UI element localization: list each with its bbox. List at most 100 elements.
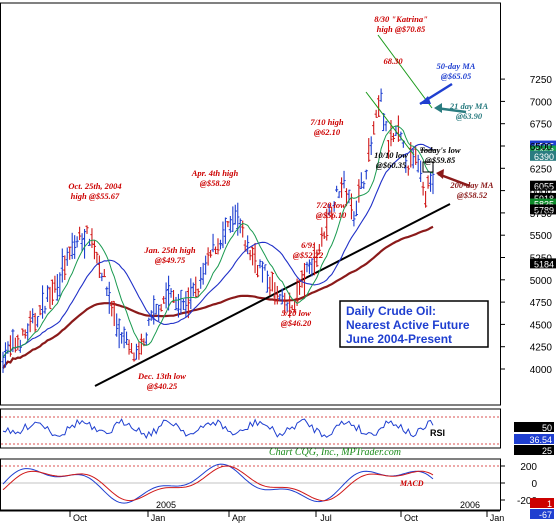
annotation-text: @$58.28 (200, 178, 231, 188)
annotation-text: 21 day MA (449, 101, 489, 111)
year-label: 2005 (156, 500, 176, 510)
ma21-arrowhead (434, 103, 442, 113)
ma200-line (2, 225, 434, 369)
annotation-text: 68.30 (383, 56, 403, 66)
annotations: 8/30 "Katrina"high @$70.85 68.30 50-day MA… (68, 14, 494, 391)
price-tag-label: 6390 (534, 152, 554, 162)
month-label: Oct (73, 513, 88, 523)
price-tag-label: 5789 (534, 205, 554, 215)
annotation-text: Oct. 25th, 2004 (68, 181, 121, 191)
downtrend-channel (365, 34, 433, 156)
annotation-text: @$58.52 (457, 190, 488, 200)
annotation-text: @$46.20 (281, 318, 312, 328)
price-tick-label: 4250 (530, 343, 553, 354)
chart-subtitle-2: June 2004-Present (346, 332, 452, 346)
annotation-text: 8/30 "Katrina" (374, 14, 428, 24)
annotation-text: @$40.25 (147, 381, 178, 391)
price-tick-label: 4750 (530, 298, 553, 309)
rsi-frame (0, 408, 501, 449)
ma21-line (2, 125, 434, 358)
price-tags: 65056468639060555918583557895184 (530, 140, 556, 269)
price-tag (530, 258, 556, 269)
macd-value-tag-label: -67 (539, 510, 552, 520)
price-tick-label: 4000 (530, 365, 553, 376)
price-tag (530, 198, 556, 209)
annotation-text: @$60.35 (376, 160, 407, 170)
rsi-label: RSI (430, 428, 445, 438)
macd-tick-label: 200 (520, 462, 537, 473)
price-bars (1, 88, 435, 373)
annotation-text: 6/9: (301, 240, 315, 250)
annotation-text: @$56.10 (316, 210, 347, 220)
rsi-value-tag (514, 422, 554, 432)
month-label: Jul (320, 513, 332, 523)
macd-label: MACD (399, 479, 424, 488)
annotation-text: @$65.05 (441, 71, 472, 81)
macd-value-tag (530, 498, 554, 508)
annotation-text: @62.10 (314, 127, 341, 137)
price-tick-label: 6000 (530, 187, 553, 198)
annotation-text: 7/10 high (310, 117, 344, 127)
macd-signal-line (2, 465, 434, 502)
ma50-arrowhead (420, 96, 431, 104)
ma200-arrow (437, 172, 471, 188)
rsi-value-tag (514, 445, 554, 455)
price-tick-label: 6250 (530, 164, 553, 175)
channel-upper (377, 34, 433, 109)
price-tag (530, 192, 556, 203)
macd-frame (0, 458, 501, 511)
price-tag (530, 150, 556, 161)
plot-frame (0, 2, 501, 406)
price-tag-label: 6055 (534, 182, 554, 192)
title-box: Daily Crude Oil: Nearest Active Future J… (339, 300, 489, 348)
annotation-text: @$59.85 (425, 155, 456, 165)
month-label: Oct (404, 513, 419, 523)
price-tick-label: 5500 (530, 231, 553, 242)
month-label: Jan (490, 513, 505, 523)
annotation-text: 200-day MA (449, 180, 494, 190)
annotation-text: 5/20 low (281, 308, 311, 318)
macd-panel: MACD 200 0 -200 1-67 (0, 458, 554, 520)
rsi-value-tag (514, 434, 554, 444)
macd-line (2, 463, 434, 504)
month-label: Jan (151, 513, 166, 523)
annotation-text: 10/10 low (374, 150, 408, 160)
price-tag (530, 180, 556, 191)
channel-lower (365, 91, 415, 156)
annotation-text: 50-day MA (437, 61, 476, 71)
price-tag (530, 145, 556, 156)
macd-tick-label: -200 (517, 496, 537, 507)
price-tick-label: 5750 (530, 209, 553, 220)
annotation-text: @$49.75 (155, 255, 186, 265)
price-tick-label: 5000 (530, 276, 553, 287)
annotation-text: @$52.22 (293, 250, 324, 260)
chart-subtitle-1: Nearest Active Future (346, 318, 470, 332)
price-tag-label: 5184 (534, 259, 554, 269)
price-grid (0, 2, 501, 406)
macd-value-tag-label: 1 (547, 499, 552, 509)
ma200-path (2, 225, 434, 369)
rsi-line (2, 418, 434, 440)
annotation-text: Dec. 13th low (137, 371, 186, 381)
annotation-text: high @$70.85 (377, 24, 426, 34)
chart-title: Daily Crude Oil: (346, 304, 436, 318)
price-tick-label: 6500 (530, 142, 553, 153)
year-label: 2006 (460, 500, 480, 510)
rsi-value-tag-label: 50 (542, 423, 552, 433)
annotation-text: @63.90 (456, 111, 483, 121)
support-trendline (94, 203, 451, 387)
macd-value-tag (530, 509, 554, 519)
price-tick-label: 7250 (530, 75, 553, 86)
ma50-line (2, 143, 434, 358)
price-tick-label: 5250 (530, 254, 553, 265)
annotation-text: high @$55.67 (71, 191, 120, 201)
annotation-text: Jan. 25th high (143, 245, 196, 255)
annotation-text: 7/20 low (316, 200, 346, 210)
time-axis: Oct Jan Apr Jul Oct Jan 2005 2006 (0, 500, 504, 523)
price-tick-label: 6750 (530, 120, 553, 131)
rsi-value-tag-label: 25 (542, 446, 552, 456)
price-tag (530, 204, 556, 215)
chart-credit: Chart CQG, Inc., MPTrader.com (269, 447, 401, 458)
